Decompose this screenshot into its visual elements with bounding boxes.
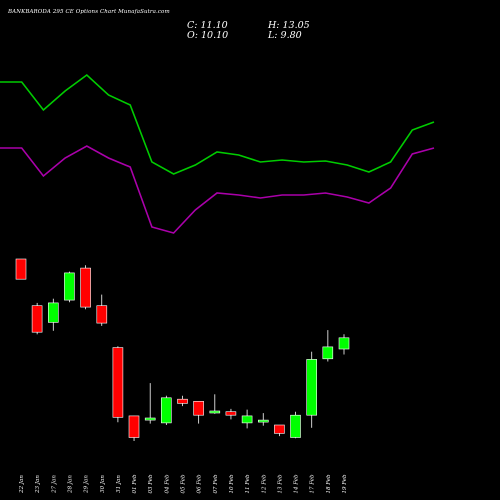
candle-body [241, 415, 253, 424]
candle-body [322, 346, 334, 360]
x-tick-label: 19 Feb [342, 474, 348, 494]
candle-body [80, 267, 91, 308]
x-tick-label: 05 Feb [181, 474, 187, 494]
candle-body [177, 398, 188, 404]
x-tick-label: 07 Feb [213, 474, 219, 494]
candle-body [144, 417, 156, 421]
x-tick-label: 03 Feb [148, 474, 154, 494]
candle-body [225, 411, 237, 416]
candle-body [161, 397, 172, 424]
candle-22-jan [15, 258, 27, 280]
candle-body [274, 424, 285, 434]
candle-19-feb [338, 334, 350, 355]
candle-17-feb [306, 351, 318, 428]
candle-27-jan [47, 298, 59, 331]
candle-07-feb [209, 394, 221, 414]
candle-body [290, 414, 301, 438]
candle-12-feb [257, 413, 269, 426]
open-value: O: 10.10 [187, 30, 229, 41]
candle-body [306, 359, 318, 416]
candle-10-feb [225, 408, 237, 420]
x-tick-label: 01 Feb [132, 474, 138, 494]
x-tick-label: 10 Feb [229, 474, 235, 494]
x-tick-label: 22 Jan [19, 475, 25, 494]
x-tick-label: 18 Feb [326, 474, 332, 494]
x-tick-label: 04 Feb [164, 474, 170, 494]
candle-body [112, 347, 124, 418]
series-line-1 [0, 73, 435, 175]
x-tick-label: 23 Jan [35, 475, 41, 494]
candle-body [128, 415, 140, 438]
candle-14-feb [290, 411, 301, 439]
x-axis: 22 Jan 23 Jan 27 Jan 28 Jan 29 Jan 30 Jan 31 J… [19, 474, 348, 494]
candle-body [209, 410, 221, 414]
lines-layer [0, 73, 435, 234]
x-tick-label: 27 Jan [51, 475, 57, 494]
candle-body [31, 305, 43, 333]
candle-23-jan [31, 302, 43, 335]
x-tick-label: 12 Feb [261, 474, 267, 494]
x-tick-label: 14 Feb [294, 474, 300, 494]
candle-31-jan [112, 346, 124, 423]
chart-title: BANKBARODA 295 CE Options Chart MunafaSu… [8, 9, 170, 15]
candle-body [338, 337, 350, 350]
x-tick-label: 11 Feb [245, 474, 251, 494]
candle-18-feb [322, 330, 334, 362]
low-value: L: 9.80 [268, 30, 302, 41]
candle-body [96, 305, 108, 324]
x-tick-label: 13 Feb [277, 474, 283, 494]
x-tick-label: 17 Feb [310, 474, 316, 494]
candle-06-feb [193, 400, 204, 424]
candles-layer [15, 258, 350, 441]
candle-04-feb [161, 395, 172, 425]
series-line-2 [0, 145, 435, 234]
candle-body [257, 419, 269, 423]
high-value: H: 13.05 [268, 20, 310, 31]
candle-05-feb [177, 395, 188, 407]
candle-body [47, 302, 59, 323]
candle-01-feb [128, 415, 140, 441]
candle-30-jan [96, 294, 108, 326]
candle-29-jan [80, 265, 91, 310]
x-tick-label: 06 Feb [197, 474, 203, 494]
candle-body [193, 400, 204, 416]
candle-28-jan [64, 271, 75, 303]
x-tick-label: 31 Jan [116, 475, 122, 493]
candle-13-feb [274, 424, 285, 437]
x-tick-label: 30 Jan [100, 475, 106, 493]
x-tick-label: 29 Jan [84, 475, 90, 494]
candle-body [15, 258, 27, 280]
candle-11-feb [241, 409, 253, 429]
candle-03-feb [144, 383, 156, 424]
candle-body [64, 272, 75, 301]
x-tick-label: 28 Jan [67, 475, 73, 494]
close-value: C: 11.10 [187, 20, 228, 31]
